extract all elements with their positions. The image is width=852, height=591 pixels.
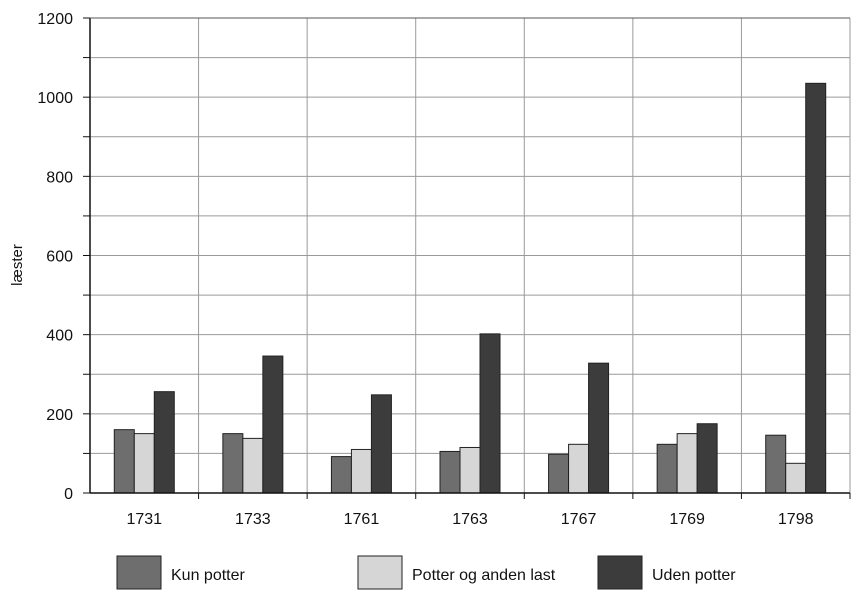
y-tick-label: 1200: [37, 11, 73, 28]
axes: [83, 17, 851, 499]
legend-label: Kun potter: [171, 567, 246, 584]
bar: [370, 394, 392, 494]
x-tick-label: 1763: [452, 511, 488, 528]
legend-swatch: [116, 555, 162, 590]
bar: [262, 355, 284, 494]
y-tick-label: 400: [46, 328, 73, 345]
x-tick-label: 1769: [669, 511, 705, 528]
x-tick-label: 1767: [561, 511, 597, 528]
bar: [588, 362, 610, 494]
y-tick-label: 200: [46, 407, 73, 424]
legend-label: Uden potter: [652, 567, 736, 584]
bar: [439, 450, 461, 494]
bar: [765, 434, 787, 494]
bar: [330, 456, 352, 494]
x-tick-label: 1761: [344, 511, 380, 528]
y-tick-label: 800: [46, 169, 73, 186]
legend-swatch: [597, 555, 643, 590]
y-tick-label: 1000: [37, 90, 73, 107]
bar: [676, 433, 698, 494]
x-tick-label: 1733: [235, 511, 271, 528]
bar: [479, 333, 501, 494]
grid-lines: [90, 17, 851, 493]
bar: [696, 423, 718, 494]
bar: [805, 82, 827, 494]
bar: [153, 391, 175, 494]
bar: [242, 437, 264, 494]
legend-swatch: [357, 555, 403, 590]
bars: [113, 82, 827, 494]
bar: [133, 433, 155, 494]
x-tick-labels: 1731 1733 1761 1763 1767 1769 1798: [126, 511, 813, 528]
y-tick-label: 600: [46, 249, 73, 266]
bar: [656, 443, 678, 494]
bar: [459, 446, 481, 494]
bar: [350, 448, 372, 494]
x-tick-label: 1731: [126, 511, 162, 528]
legend-label: Potter og anden last: [412, 567, 556, 584]
bar: [222, 433, 244, 494]
y-axis-label: læster: [9, 244, 26, 286]
legend: Kun potter Potter og anden last Uden potte…: [116, 555, 736, 590]
bar: [785, 462, 807, 494]
bar: [568, 443, 590, 494]
y-tick-label: 0: [64, 486, 73, 503]
bar: [113, 429, 135, 494]
x-tick-label: 1798: [778, 511, 814, 528]
bar: [548, 453, 570, 494]
y-tick-labels: 0 200 400 600 800 1000 1200: [37, 11, 73, 503]
